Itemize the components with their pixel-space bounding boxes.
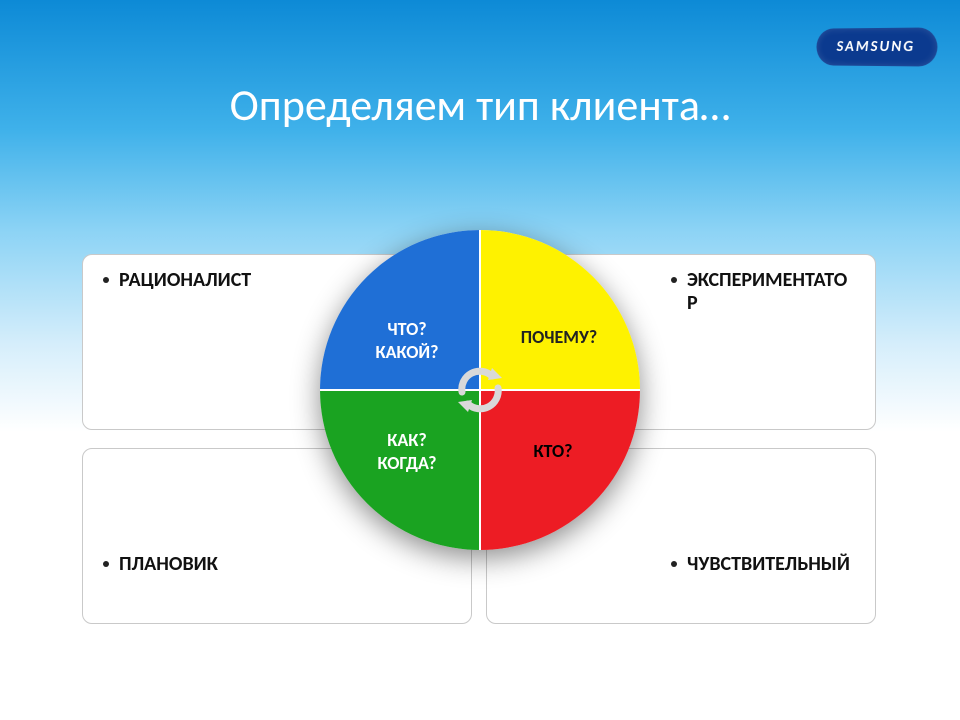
slide: SAMSUNG Определяем тип клиента… РАЦИОНАЛ… — [0, 0, 960, 720]
box-label: ЧУВСТВИТЕЛЬНЫЙ — [687, 553, 855, 576]
brand-logo: SAMSUNG — [817, 27, 938, 66]
box-label: ПЛАНОВИК — [119, 553, 451, 576]
bullet-icon — [103, 561, 109, 567]
bullet-icon — [671, 561, 677, 567]
box-label: ЭКСПЕРИМЕНТАТОР — [687, 269, 855, 315]
cycle-arrows-icon — [448, 358, 512, 422]
brand-name: SAMSUNG — [837, 38, 916, 56]
bullet-icon — [671, 277, 677, 283]
quadrant-circle: ЧТО? КАКОЙ? ПОЧЕМУ? КАК? КОГДА? КТО? — [320, 230, 640, 550]
slide-title: Определяем тип клиента… — [0, 78, 960, 132]
bullet-icon — [103, 277, 109, 283]
